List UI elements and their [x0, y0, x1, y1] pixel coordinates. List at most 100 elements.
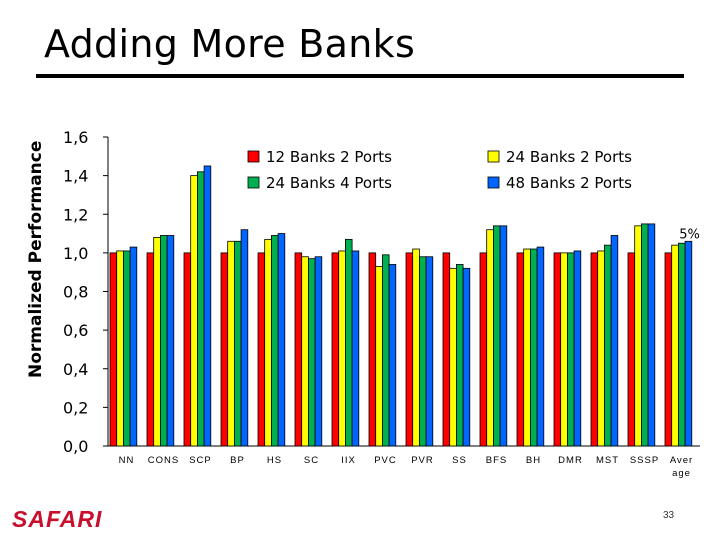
- bar: [664, 252, 673, 447]
- x-tick-label: IIX: [341, 455, 356, 466]
- y-tick-label: 1,0: [63, 244, 88, 263]
- y-tick-label: 0,8: [63, 283, 88, 302]
- legend-label: 24 Banks 2 Ports: [506, 148, 632, 166]
- bar: [486, 229, 494, 447]
- bar: [449, 267, 457, 447]
- x-tick-label: PVC: [374, 455, 397, 466]
- x-tick-label-cont: age: [672, 468, 691, 479]
- bar: [344, 238, 353, 447]
- bar: [314, 256, 323, 447]
- bar: [159, 235, 168, 447]
- legend-swatch: [247, 150, 260, 163]
- bar: [153, 237, 161, 447]
- legend-label: 12 Banks 2 Ports: [266, 148, 392, 166]
- bar: [183, 252, 192, 447]
- bar: [351, 250, 360, 447]
- bar: [129, 246, 138, 447]
- legend-swatch: [487, 176, 500, 189]
- x-tick-label: HS: [267, 455, 282, 466]
- bar: [227, 240, 235, 447]
- bar: [530, 248, 538, 447]
- bar: [203, 165, 212, 447]
- bar: [479, 252, 488, 447]
- bar: [536, 246, 545, 447]
- safari-logo: SAFARI: [12, 506, 103, 532]
- bar: [109, 252, 118, 447]
- x-tick-label: BP: [230, 455, 245, 466]
- x-tick-label: BFS: [486, 455, 507, 466]
- bar: [375, 265, 383, 447]
- bar: [553, 252, 562, 447]
- bar: [331, 252, 340, 447]
- bar: [573, 250, 582, 447]
- bar: [590, 252, 599, 447]
- bar: [116, 250, 124, 447]
- bar: [190, 175, 198, 447]
- x-tick-label: SS: [452, 455, 467, 466]
- bar: [166, 235, 175, 447]
- legend-swatch: [247, 176, 260, 189]
- slide-title: Adding More Banks: [44, 22, 416, 66]
- bar: [301, 256, 309, 447]
- bar: [425, 256, 434, 447]
- x-tick-label: DMR: [558, 455, 583, 466]
- y-tick-label: 0,2: [63, 398, 88, 417]
- bar: [338, 250, 346, 447]
- bar: [604, 244, 612, 447]
- bar: [220, 252, 229, 447]
- bar: [381, 254, 390, 447]
- bar: [405, 252, 414, 447]
- legend-swatch: [487, 150, 500, 163]
- bar: [499, 225, 508, 447]
- x-tick-label: SC: [304, 455, 319, 466]
- x-tick-label: SSSP: [630, 455, 659, 466]
- y-tick-label: 1,6: [63, 128, 88, 147]
- bar: [455, 264, 464, 447]
- bar: [418, 256, 427, 447]
- bar: [257, 252, 266, 447]
- bar: [567, 252, 575, 447]
- bar: [671, 244, 679, 447]
- bar: [146, 252, 155, 447]
- x-tick-label: MST: [596, 455, 619, 466]
- bar: [516, 252, 525, 447]
- y-tick-label: 0,0: [63, 437, 88, 456]
- bar: [264, 238, 272, 447]
- bar: [647, 223, 656, 447]
- y-tick-label: 0,4: [63, 360, 88, 379]
- bar: [123, 250, 131, 447]
- y-tick-label: 1,4: [63, 167, 88, 186]
- bar: [270, 235, 279, 447]
- bar: [610, 235, 619, 447]
- bar: [678, 242, 686, 447]
- bar: [294, 252, 303, 447]
- x-tick-label: Aver: [670, 455, 693, 466]
- legend-label: 24 Banks 4 Ports: [266, 174, 392, 192]
- legend-label: 48 Banks 2 Ports: [506, 174, 632, 192]
- bar: [634, 225, 642, 447]
- bar: [684, 240, 693, 447]
- x-tick-label: PVR: [411, 455, 434, 466]
- bar: [412, 248, 420, 447]
- bar: [277, 233, 286, 447]
- x-tick-label: SCP: [189, 455, 212, 466]
- bar: [462, 267, 471, 447]
- bar: [307, 258, 316, 447]
- title-underline: [36, 74, 684, 78]
- y-tick-label: 1,2: [63, 205, 88, 224]
- bar: [368, 252, 377, 447]
- bar: [233, 240, 242, 447]
- bar: [627, 252, 636, 447]
- bar: [523, 248, 531, 447]
- bar: [492, 225, 501, 447]
- bar: [442, 252, 451, 447]
- bar: [240, 229, 249, 447]
- bar: [388, 264, 397, 447]
- x-tick-label: CONS: [148, 455, 179, 466]
- x-tick-label: BH: [526, 455, 541, 466]
- annotation-label: 5%: [679, 227, 700, 242]
- page-number: 33: [663, 510, 675, 521]
- bar: [641, 223, 649, 447]
- x-tick-label: NN: [119, 455, 135, 466]
